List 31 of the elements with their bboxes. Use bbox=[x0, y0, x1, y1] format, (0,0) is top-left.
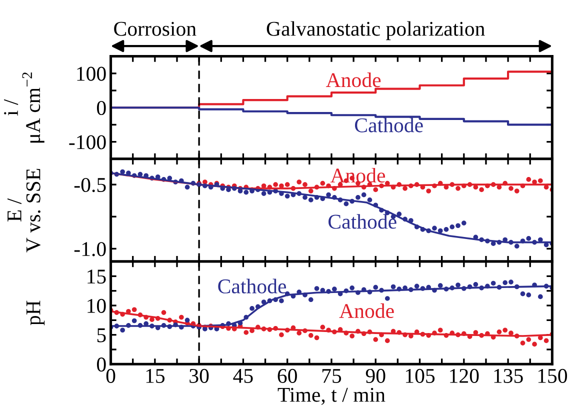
text: Galvanostatic polarization bbox=[266, 21, 485, 40]
y-axis-title: pH bbox=[26, 300, 45, 326]
x-tick-label: 105 bbox=[406, 368, 435, 383]
x-tick-label: 120 bbox=[450, 368, 479, 383]
y-tick-label: -100 bbox=[69, 135, 106, 150]
x-tick-label: 150 bbox=[538, 368, 568, 383]
y-tick-label: 0 bbox=[96, 358, 106, 372]
y-tick-label: -1.0 bbox=[74, 242, 106, 256]
x-tick-label: 90 bbox=[366, 368, 386, 383]
y-axis-title: i / μA cm$^{−2}$ bbox=[4, 72, 44, 143]
x-tick-label: 30 bbox=[190, 368, 209, 383]
x-tick-label: 45 bbox=[233, 369, 253, 383]
y-tick-label: 15 bbox=[88, 270, 106, 284]
y-tick-label: 5 bbox=[97, 328, 106, 342]
x-tick-label: 75 bbox=[322, 369, 342, 383]
y-tick-label: 100 bbox=[77, 66, 106, 81]
series-label: Cathode bbox=[328, 214, 396, 229]
x-axis-title: Time, t / min bbox=[278, 388, 386, 405]
x-tick-label: 0 bbox=[106, 368, 116, 383]
y-tick-label: 10 bbox=[88, 298, 106, 313]
y-tick-label: 0 bbox=[96, 100, 106, 116]
x-tick-label: 135 bbox=[494, 368, 523, 383]
text: Corrosion bbox=[114, 22, 196, 36]
y-axis-title: E / V vs. SSE bbox=[8, 168, 40, 252]
series-label: Anode bbox=[339, 303, 394, 318]
series-label: Cathode bbox=[355, 118, 423, 132]
series-label: Anode bbox=[326, 72, 381, 88]
series-label: Cathode bbox=[218, 278, 286, 294]
y-tick-label: -0.5 bbox=[74, 178, 106, 192]
x-tick-label: 60 bbox=[278, 368, 297, 383]
x-tick-label: 15 bbox=[146, 369, 165, 383]
